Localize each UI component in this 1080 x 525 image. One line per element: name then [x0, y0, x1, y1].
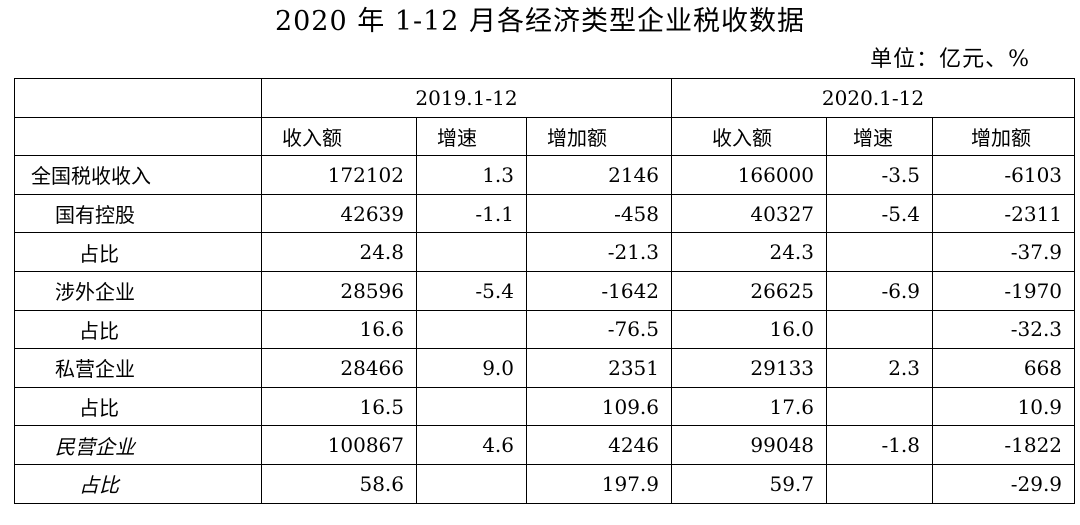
table-cell: -3.5	[826, 155, 934, 195]
table-cell: 668	[932, 348, 1076, 388]
table-cell: 2.3	[826, 348, 934, 388]
table-row: 占比 16.6 -76.5 16.0 -32.3	[14, 309, 1076, 350]
table-cell: -37.9	[932, 232, 1076, 272]
table-cell: 2146	[525, 155, 673, 195]
table-cell: 2351	[525, 348, 673, 388]
table-cell: 17.6	[671, 386, 828, 427]
table-row: 占比 58.6 197.9 59.7 -29.9	[14, 463, 1076, 504]
table-cell: -5.4	[416, 270, 527, 311]
table-cell: 58.6	[261, 463, 417, 504]
table-cell: 59.7	[671, 463, 828, 504]
col-header-growth: 增速	[416, 116, 527, 157]
table-cell	[416, 309, 527, 350]
table-cell: -2311	[932, 193, 1076, 234]
col-header-increase: 增加额	[525, 116, 673, 157]
row-label: 全国税收收入	[14, 155, 262, 195]
row-label: 占比	[14, 232, 262, 272]
period-header-2019: 2019.1-12	[260, 78, 673, 118]
col-header-growth: 增速	[826, 116, 934, 157]
table-cell	[416, 232, 527, 272]
table-cell: 100867	[261, 425, 417, 465]
table-row: 占比 24.8 -21.3 24.3 -37.9	[14, 232, 1076, 272]
table-cell	[826, 386, 934, 427]
table-cell	[416, 386, 527, 427]
table-row: 全国税收收入 172102 1.3 2146 166000 -3.5 -6103	[14, 155, 1076, 195]
tax-data-table: 2019.1-12 2020.1-12 收入额 增速 增加额 收入额 增速 增加…	[14, 78, 1076, 504]
table-cell: 99048	[671, 425, 828, 465]
row-label: 私营企业	[14, 348, 262, 388]
table-row: 占比 16.5 109.6 17.6 10.9	[14, 386, 1076, 427]
table-cell	[826, 309, 934, 350]
table-cell: 4246	[525, 425, 673, 465]
table-cell	[416, 463, 527, 504]
table-cell: -32.3	[932, 309, 1076, 350]
table-cell	[826, 232, 934, 272]
table-cell: 16.6	[261, 309, 417, 350]
table-cell: 28466	[261, 348, 417, 388]
table-cell: 26625	[671, 270, 828, 311]
table-cell: -1.1	[416, 193, 527, 234]
table-cell: 4.6	[416, 425, 527, 465]
col-header-increase: 增加额	[932, 116, 1076, 157]
row-label: 占比	[14, 386, 262, 427]
table-cell: 1.3	[416, 155, 527, 195]
table-cell: 10.9	[932, 386, 1076, 427]
document-title: 2020 年 1-12 月各经济类型企业税收数据	[274, 6, 806, 37]
table-cell: -76.5	[525, 309, 673, 350]
table-cell: -21.3	[525, 232, 673, 272]
table-row: 民营企业 100867 4.6 4246 99048 -1.8 -1822	[14, 425, 1076, 465]
sub-header-row: 收入额 增速 增加额 收入额 增速 增加额	[14, 116, 1076, 157]
table-cell: -458	[525, 193, 673, 234]
table-cell: 172102	[261, 155, 417, 195]
row-label: 占比	[14, 309, 262, 350]
col-header-revenue: 收入额	[671, 116, 828, 157]
table-cell: 166000	[671, 155, 828, 195]
corner-cell	[14, 78, 262, 118]
table-cell: 16.5	[261, 386, 417, 427]
table-cell: -6.9	[826, 270, 934, 311]
table-cell: -6103	[932, 155, 1076, 195]
table-cell: 24.8	[261, 232, 417, 272]
table-cell: 109.6	[525, 386, 673, 427]
table-cell: 29133	[671, 348, 828, 388]
corner-cell	[14, 116, 262, 157]
table-cell: 42639	[261, 193, 417, 234]
period-header-row: 2019.1-12 2020.1-12	[14, 78, 1076, 118]
row-label: 民营企业	[14, 425, 262, 465]
table-cell: -1970	[932, 270, 1076, 311]
table-cell: 40327	[671, 193, 828, 234]
table-cell	[826, 463, 934, 504]
table-cell: 24.3	[671, 232, 828, 272]
table-cell: -1.8	[826, 425, 934, 465]
table-cell: -29.9	[932, 463, 1076, 504]
table-row: 涉外企业 28596 -5.4 -1642 26625 -6.9 -1970	[14, 270, 1076, 311]
table-cell: 197.9	[525, 463, 673, 504]
row-label: 占比	[14, 463, 262, 504]
period-header-2020: 2020.1-12	[671, 78, 1076, 118]
row-label: 国有控股	[14, 193, 262, 234]
row-label: 涉外企业	[14, 270, 262, 311]
table-cell: 28596	[261, 270, 417, 311]
table-row: 私营企业 28466 9.0 2351 29133 2.3 668	[14, 348, 1076, 388]
table-cell: -1642	[525, 270, 673, 311]
table-cell: -1822	[932, 425, 1076, 465]
table-cell: 9.0	[416, 348, 527, 388]
table-cell: -5.4	[826, 193, 934, 234]
table-cell: 16.0	[671, 309, 828, 350]
col-header-revenue: 收入额	[261, 116, 417, 157]
table-row: 国有控股 42639 -1.1 -458 40327 -5.4 -2311	[14, 193, 1076, 234]
unit-label: 单位：亿元、%	[870, 47, 1030, 72]
